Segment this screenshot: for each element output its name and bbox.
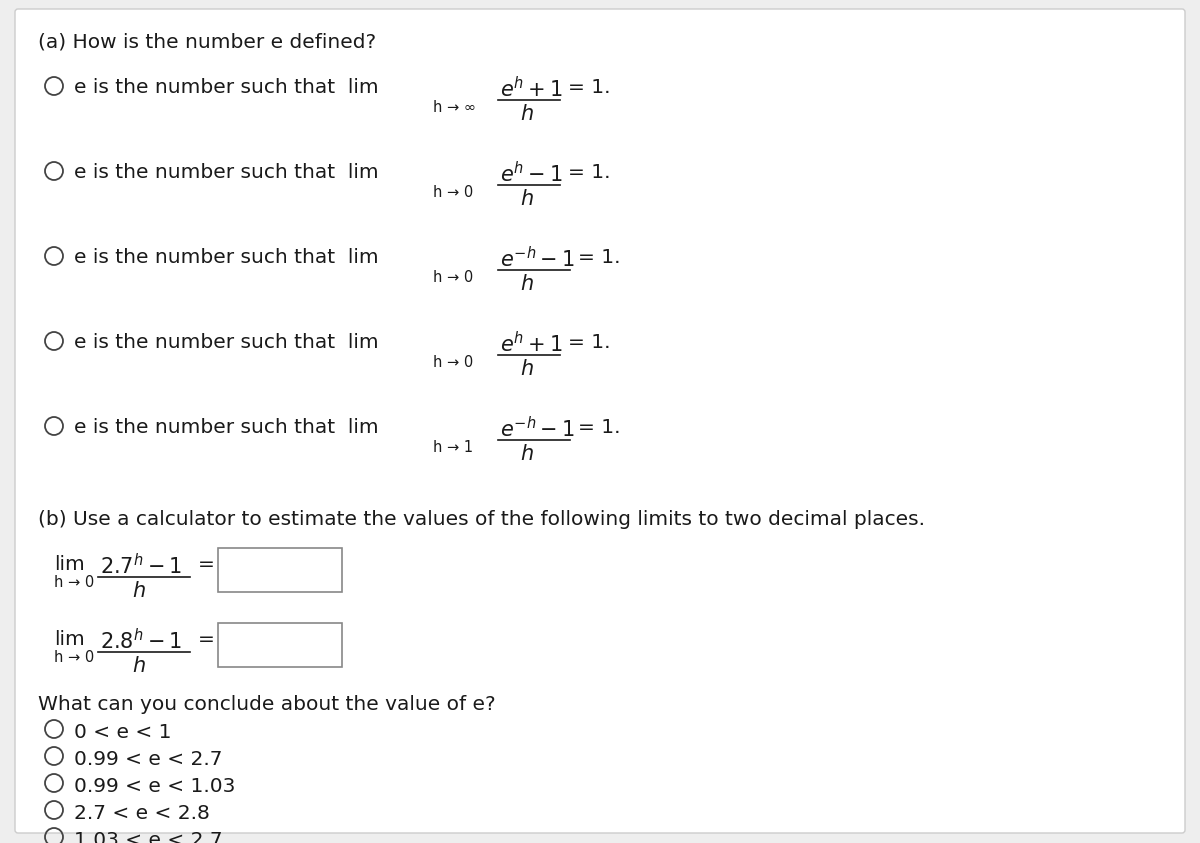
Text: h → 0: h → 0 — [433, 355, 473, 370]
Text: = 1.: = 1. — [568, 163, 611, 182]
Text: (a) How is the number e defined?: (a) How is the number e defined? — [38, 32, 376, 51]
Text: 1.03 < e < 2.7: 1.03 < e < 2.7 — [74, 831, 223, 843]
Text: $h$: $h$ — [520, 444, 534, 464]
Text: = 1.: = 1. — [578, 248, 620, 267]
Text: $e^{-h} - 1$: $e^{-h} - 1$ — [500, 246, 575, 271]
Text: 0.99 < e < 2.7: 0.99 < e < 2.7 — [74, 750, 222, 769]
Text: h → 0: h → 0 — [433, 270, 473, 285]
Text: 0 < e < 1: 0 < e < 1 — [74, 723, 172, 742]
Text: = 1.: = 1. — [578, 418, 620, 437]
Text: =: = — [198, 555, 215, 574]
Text: $e^h + 1$: $e^h + 1$ — [500, 331, 563, 357]
Text: lim: lim — [54, 630, 85, 649]
Text: $h$: $h$ — [132, 656, 146, 676]
Text: e is the number such that  lim: e is the number such that lim — [74, 78, 379, 97]
Text: h → 0: h → 0 — [433, 185, 473, 200]
FancyBboxPatch shape — [218, 623, 342, 667]
Text: $2.7^h - 1$: $2.7^h - 1$ — [100, 553, 182, 578]
Text: $e^h - 1$: $e^h - 1$ — [500, 161, 563, 186]
Text: 0.99 < e < 1.03: 0.99 < e < 1.03 — [74, 777, 235, 796]
Text: $h$: $h$ — [520, 104, 534, 124]
Text: $h$: $h$ — [520, 274, 534, 294]
Text: $e^{-h} - 1$: $e^{-h} - 1$ — [500, 416, 575, 441]
Text: $h$: $h$ — [132, 581, 146, 601]
FancyBboxPatch shape — [218, 548, 342, 592]
Text: $h$: $h$ — [520, 189, 534, 209]
Text: = 1.: = 1. — [568, 333, 611, 352]
Text: $2.8^h - 1$: $2.8^h - 1$ — [100, 628, 182, 653]
Text: $e^h + 1$: $e^h + 1$ — [500, 76, 563, 101]
Text: 2.7 < e < 2.8: 2.7 < e < 2.8 — [74, 804, 210, 823]
Text: $h$: $h$ — [520, 359, 534, 379]
Text: h → 1: h → 1 — [433, 440, 473, 455]
Text: What can you conclude about the value of e?: What can you conclude about the value of… — [38, 695, 496, 714]
Text: (b) Use a calculator to estimate the values of the following limits to two decim: (b) Use a calculator to estimate the val… — [38, 510, 925, 529]
Text: e is the number such that  lim: e is the number such that lim — [74, 333, 379, 352]
Text: h → ∞: h → ∞ — [433, 100, 476, 115]
Text: e is the number such that  lim: e is the number such that lim — [74, 163, 379, 182]
Text: e is the number such that  lim: e is the number such that lim — [74, 248, 379, 267]
FancyBboxPatch shape — [14, 9, 1186, 833]
Text: = 1.: = 1. — [568, 78, 611, 97]
Text: lim: lim — [54, 555, 85, 574]
Text: h → 0: h → 0 — [54, 650, 95, 665]
Text: =: = — [198, 630, 215, 649]
Text: h → 0: h → 0 — [54, 575, 95, 590]
Text: e is the number such that  lim: e is the number such that lim — [74, 418, 379, 437]
